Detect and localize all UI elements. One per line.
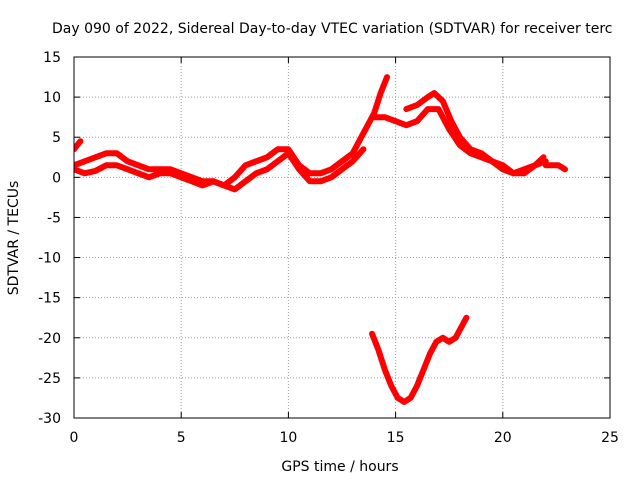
y-tick-label: -25 xyxy=(38,371,61,387)
series-upper-arc xyxy=(403,90,547,177)
series-main-track-upper xyxy=(74,74,390,189)
plot-frame xyxy=(73,56,611,419)
y-tick-label: 10 xyxy=(43,90,61,106)
axis-ticks: 0 5 10 15 20 25 15 10 5 0 -5 -10 -15 -20 -25 -30 xyxy=(38,50,619,446)
y-tick-label: 15 xyxy=(43,50,61,66)
y-tick-label: -10 xyxy=(38,251,61,267)
y-tick-label: 5 xyxy=(52,130,61,146)
y-tick-label: -20 xyxy=(38,331,61,347)
x-tick-label: 15 xyxy=(387,430,405,446)
series-tail-segment xyxy=(542,162,568,173)
y-tick-label: -15 xyxy=(38,291,61,307)
series-group xyxy=(74,74,568,405)
grid-lines xyxy=(74,57,610,418)
x-tick-label: 0 xyxy=(70,430,79,446)
x-tick-label: 5 xyxy=(177,430,186,446)
x-tick-label: 25 xyxy=(601,430,619,446)
series-negative-arc xyxy=(369,314,470,405)
x-axis-label: GPS time / hours xyxy=(281,459,398,475)
y-tick-label: 0 xyxy=(52,170,61,186)
y-tick-label: -5 xyxy=(47,210,61,226)
x-tick-label: 10 xyxy=(279,430,297,446)
y-tick-label: -30 xyxy=(38,411,61,427)
series-start-segment xyxy=(74,138,84,153)
series-main-track-lower xyxy=(74,146,367,193)
x-tick-label: 20 xyxy=(494,430,512,446)
y-axis-label: SDTVAR / TECUs xyxy=(6,181,22,296)
chart-title: Day 090 of 2022, Sidereal Day-to-day VTE… xyxy=(52,21,612,37)
